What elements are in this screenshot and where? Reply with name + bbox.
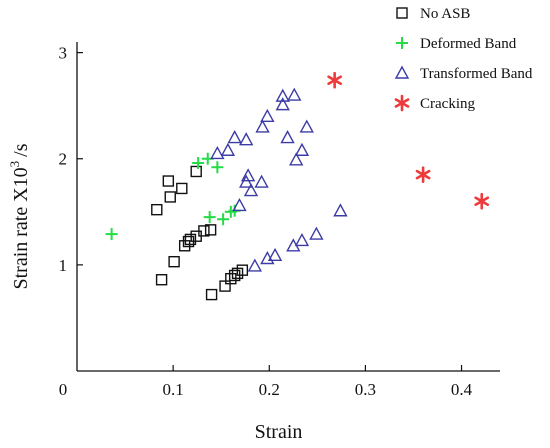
data-point <box>280 130 295 144</box>
data-point <box>243 183 259 197</box>
legend-label: Transformed Band <box>420 66 533 82</box>
data-point <box>204 224 217 236</box>
data-point <box>219 280 231 292</box>
y-axis-title-main: Strain rate X10 <box>10 167 32 289</box>
legend-item: Transformed Band <box>394 65 533 82</box>
legend: No ASB Deformed Band Transformed Band Crack… <box>394 6 533 112</box>
data-point <box>105 228 118 241</box>
series-asterisk <box>327 71 490 210</box>
data-point <box>275 88 290 102</box>
data-point <box>168 255 180 268</box>
y-axis-title-unit: /s <box>10 143 32 157</box>
data-points <box>105 71 490 301</box>
data-point <box>217 213 230 226</box>
legend-label: Cracking <box>420 96 475 112</box>
x-tick-label: 0.3 <box>355 380 376 399</box>
data-point <box>211 161 224 174</box>
x-tick-label: 0 <box>59 380 68 399</box>
data-point <box>267 247 283 262</box>
y-tick-label: 2 <box>59 150 68 169</box>
data-point <box>205 288 218 301</box>
data-point <box>239 132 254 146</box>
data-point <box>203 211 216 224</box>
x-tick-label: 0.1 <box>163 380 184 399</box>
data-point <box>260 108 275 122</box>
series-plus <box>105 152 241 241</box>
data-point <box>294 142 310 156</box>
data-point <box>178 240 191 252</box>
y-axis-title: Strain rate X103/s <box>7 143 32 289</box>
data-point <box>474 192 490 210</box>
legend-label: No ASB <box>420 6 470 22</box>
legend-marker <box>396 37 408 49</box>
data-point <box>227 130 242 144</box>
data-point <box>327 71 343 89</box>
axes <box>76 42 500 372</box>
data-point <box>260 251 275 265</box>
data-point <box>294 232 310 247</box>
data-point <box>210 145 225 160</box>
data-point <box>184 233 197 246</box>
data-point <box>164 191 176 203</box>
data-point <box>151 203 163 216</box>
y-tick-label: 3 <box>59 44 68 63</box>
series-triangle <box>210 87 348 272</box>
data-point <box>333 203 348 217</box>
legend-label: Deformed Band <box>420 36 517 52</box>
y-tick-label: 1 <box>59 256 68 275</box>
data-point <box>192 156 205 169</box>
data-point <box>247 258 263 272</box>
data-point <box>239 174 254 188</box>
tick-labels: 0 0.1 0.2 0.3 0.4 1 2 3 <box>59 44 473 399</box>
data-point <box>162 175 175 187</box>
data-point <box>155 274 168 286</box>
legend-item: No ASB <box>396 6 470 22</box>
legend-marker <box>394 94 410 112</box>
data-point <box>236 264 249 276</box>
legend-item: Deformed Band <box>396 36 517 52</box>
data-point <box>232 197 247 212</box>
data-point <box>255 119 270 133</box>
data-point <box>309 226 324 240</box>
data-point <box>415 166 431 183</box>
series-square <box>151 165 249 301</box>
x-tick-label: 0.4 <box>451 380 473 399</box>
data-point <box>299 119 314 133</box>
data-point <box>287 87 302 101</box>
data-point <box>220 142 236 156</box>
x-axis-title: Strain <box>255 421 303 443</box>
data-point <box>275 97 290 111</box>
legend-item: Cracking <box>394 94 475 112</box>
data-point <box>176 182 188 195</box>
data-point <box>254 174 269 188</box>
y-axis-title-exponent: 3 <box>7 161 22 168</box>
data-point <box>190 165 202 178</box>
legend-marker <box>396 7 408 19</box>
x-tick-label: 0.2 <box>259 380 280 399</box>
data-point <box>289 152 304 166</box>
legend-marker <box>394 65 410 79</box>
ticks <box>77 52 463 371</box>
data-point <box>198 225 210 237</box>
